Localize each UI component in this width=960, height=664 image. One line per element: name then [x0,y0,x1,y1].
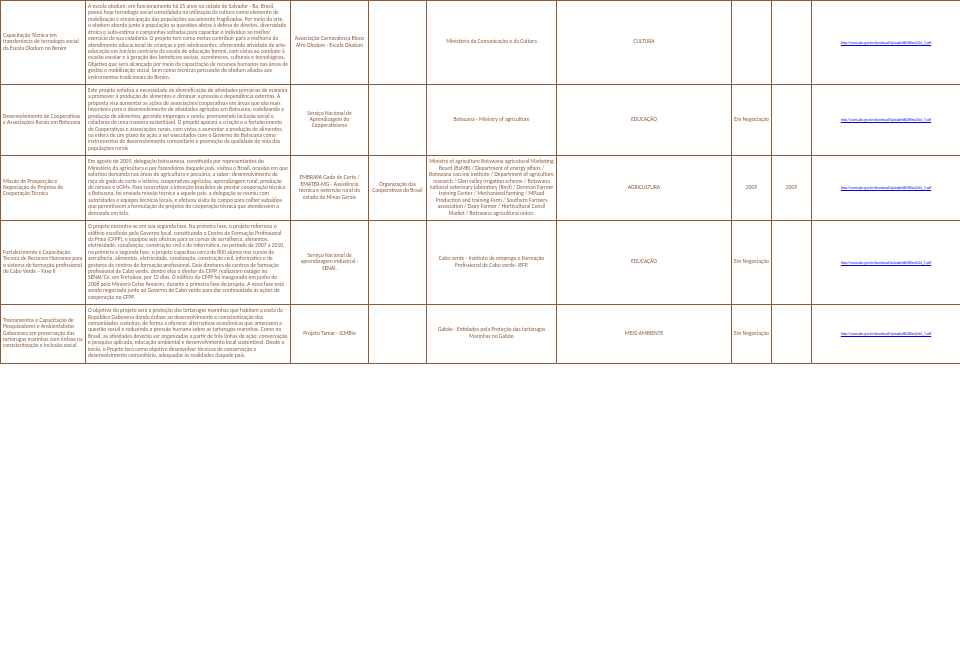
table-row: Missão de Prospecção e Negociação de Pro… [1,156,960,221]
project-area: AGRICULTURA [557,156,732,221]
project-org1: Projeto Tamar - ICMBio [291,305,369,363]
table-row: Capacitação Técnica em transferência de … [1,1,960,85]
project-year [772,221,812,305]
project-beneficiary: Gabão - Entidades pela Proteção das tart… [427,305,557,363]
project-org2 [369,305,427,363]
project-org1: EMBRAPA Gado de Corte / EMATER-MG - Assi… [291,156,369,221]
project-link-cell: http://www.abc.gov.br/download/UploadedB… [812,1,960,85]
project-org1: Serviço Nacional de Aprendizagem do Coop… [291,85,369,156]
project-title: Fortalecimento e Capacitação Técnica de … [1,221,86,305]
project-org2 [369,1,427,85]
project-status [732,1,772,85]
project-beneficiary: Botsuana - Ministry of agriculture [427,85,557,156]
project-title: Capacitação Técnica em transferência de … [1,1,86,85]
project-link[interactable]: http://www.abc.gov.br/download/UploadedB… [841,261,931,265]
project-beneficiary: Ministério da Comunicação e da Cultura [427,1,557,85]
project-org2 [369,85,427,156]
project-status: 2009 [732,156,772,221]
projects-table: Capacitação Técnica em transferência de … [0,0,960,364]
project-area: EDUCAÇÃO [557,221,732,305]
project-org2: Organização das Cooperativas do Brasil [369,156,427,221]
project-description: A escola olodum, em funcionamento há 25 … [86,1,291,85]
project-title: Missão de Prospecção e Negociação de Pro… [1,156,86,221]
project-status: Em Negociação [732,305,772,363]
project-area: MEIO AMBIENTE [557,305,732,363]
project-status: Em Negociação [732,85,772,156]
table-row: Desenvolvimento de Cooperativas e Associ… [1,85,960,156]
table-row: Treinamentos e Capacitação de Pesquisado… [1,305,960,363]
project-title: Treinamentos e Capacitação de Pesquisado… [1,305,86,363]
project-beneficiary: Cabo verde - Instituto de emprego e Form… [427,221,557,305]
project-link[interactable]: http://www.abc.gov.br/download/UploadedB… [841,41,931,45]
project-description: Em agosto de 2009, delegação botsuanesa,… [86,156,291,221]
project-year [772,305,812,363]
project-title: Desenvolvimento de Cooperativas e Associ… [1,85,86,156]
project-org1: Serviço Nacional de aprendizagem industr… [291,221,369,305]
table-row: Fortalecimento e Capacitação Técnica de … [1,221,960,305]
project-link[interactable]: http://www.abc.gov.br/download/UploadedB… [841,332,931,336]
project-area: CULTURA [557,1,732,85]
project-description: Este projeto enfatiza a necessidade de d… [86,85,291,156]
project-year [772,85,812,156]
project-status: Em Negociação [732,221,772,305]
project-year: 2009 [772,156,812,221]
project-area: EDUCAÇÃO [557,85,732,156]
project-link-cell: http://www.abc.gov.br/download/UploadedB… [812,221,960,305]
project-link[interactable]: http://www.abc.gov.br/download/UploadedB… [841,118,931,122]
project-year [772,1,812,85]
project-description: O projeto encontra-se em sua segunda fas… [86,221,291,305]
project-link[interactable]: http://www.abc.gov.br/download/UploadedB… [841,186,931,190]
project-link-cell: http://www.abc.gov.br/download/UploadedB… [812,305,960,363]
project-link-cell: http://www.abc.gov.br/download/UploadedB… [812,85,960,156]
project-org2 [369,221,427,305]
project-link-cell: http://www.abc.gov.br/download/UploadedB… [812,156,960,221]
project-org1: Associação Carnavalesca Bloco Afro Olodu… [291,1,369,85]
project-description: O objetivo do projeto será a proteção da… [86,305,291,363]
project-beneficiary: Ministry of agriculture Botswana agricut… [427,156,557,221]
